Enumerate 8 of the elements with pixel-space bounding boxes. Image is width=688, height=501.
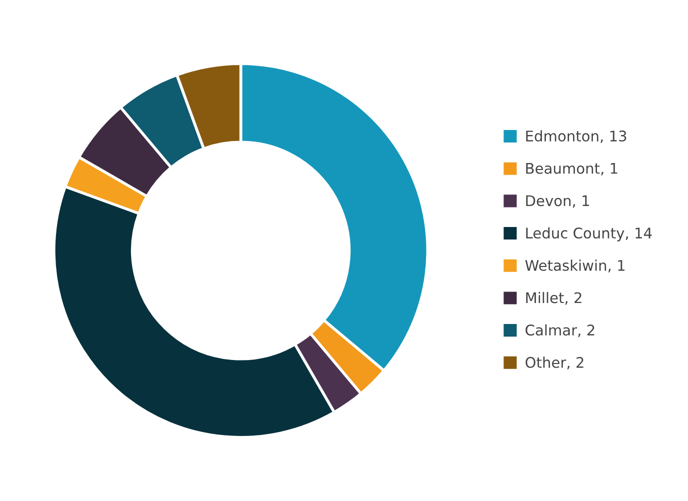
legend-label: Millet, 2 (526, 292, 582, 305)
legend-label: Edmonton, 13 (526, 130, 626, 144)
legend-label: Devon, 1 (526, 195, 589, 208)
legend-label: Other, 2 (526, 356, 584, 370)
legend-label: Wetaskiwin, 1 (525, 260, 624, 272)
legend-label: Calmar, 2 (526, 324, 594, 338)
legend-label: Beaumont, 1 (526, 163, 618, 176)
legend-label: Leduc County, 14 (526, 227, 652, 242)
